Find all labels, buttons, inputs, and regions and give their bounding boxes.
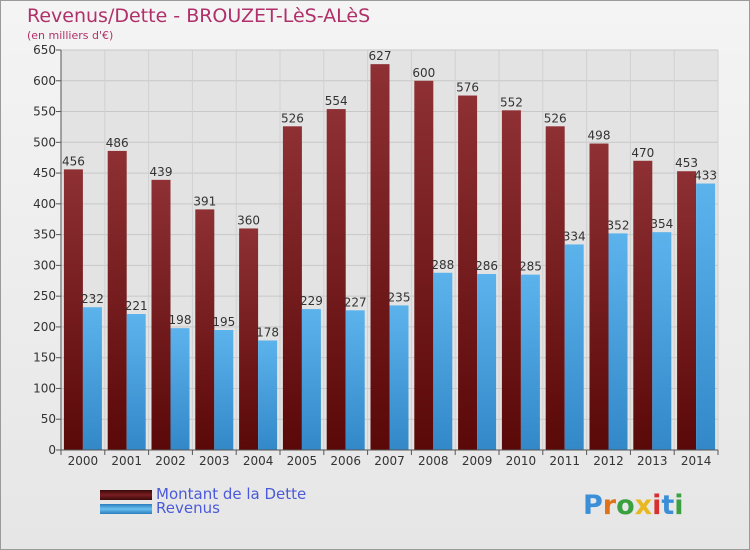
y-tick-label: 150 — [33, 351, 56, 365]
bar-dette — [633, 160, 653, 450]
legend-swatch-dette — [100, 490, 152, 500]
x-tick-label: 2008 — [418, 454, 449, 468]
data-label-revenus: 195 — [212, 315, 235, 329]
data-label-dette: 627 — [369, 49, 392, 63]
bar-revenus — [477, 274, 497, 450]
data-label-revenus: 334 — [563, 229, 586, 243]
bar-dette — [458, 95, 478, 451]
data-label-dette: 486 — [106, 136, 129, 150]
bar-dette — [545, 126, 565, 451]
x-tick-label: 2001 — [111, 454, 142, 468]
chart-subtitle: (en milliers d'€) — [27, 29, 114, 42]
bar-dette — [677, 171, 697, 450]
data-label-revenus: 285 — [519, 260, 542, 274]
bar-revenus — [564, 244, 584, 450]
data-label-dette: 576 — [456, 81, 479, 95]
y-tick-label: 550 — [33, 105, 56, 119]
bar-revenus — [258, 340, 278, 450]
x-tick-label: 2005 — [287, 454, 318, 468]
data-label-revenus: 288 — [431, 258, 454, 272]
x-tick-label: 2004 — [243, 454, 274, 468]
bar-dette — [282, 126, 302, 451]
chart-title: Revenus/Dette - BROUZET-LèS-ALèS — [27, 5, 371, 27]
x-tick-label: 2010 — [506, 454, 537, 468]
data-label-dette: 552 — [500, 95, 523, 109]
y-tick-label: 200 — [33, 320, 56, 334]
data-label-revenus: 354 — [650, 217, 673, 231]
data-label-dette: 526 — [544, 111, 567, 125]
data-label-revenus: 286 — [475, 259, 498, 273]
bar-revenus — [82, 307, 102, 450]
bar-dette — [326, 109, 346, 451]
y-tick-label: 600 — [33, 74, 56, 88]
bar-dette — [370, 64, 390, 451]
bar-dette — [151, 179, 171, 450]
data-label-dette: 498 — [588, 129, 611, 143]
legend-label-revenus: Revenus — [156, 499, 220, 517]
y-tick-label: 650 — [33, 43, 56, 57]
x-tick-label: 2007 — [374, 454, 405, 468]
bar-revenus — [170, 328, 190, 450]
data-label-dette: 526 — [281, 111, 304, 125]
data-label-revenus: 232 — [81, 292, 104, 306]
data-label-dette: 554 — [325, 94, 348, 108]
x-tick-label: 2002 — [155, 454, 186, 468]
data-label-dette: 453 — [675, 156, 698, 170]
bar-revenus — [433, 272, 453, 450]
y-tick-label: 0 — [48, 443, 56, 457]
proxiti-logo: Proxiti — [583, 490, 684, 521]
data-label-revenus: 433 — [694, 169, 717, 183]
data-label-dette: 360 — [237, 213, 260, 227]
y-tick-label: 300 — [33, 258, 56, 272]
data-label-revenus: 235 — [388, 290, 411, 304]
data-label-revenus: 178 — [256, 325, 279, 339]
bar-revenus — [608, 233, 628, 450]
y-tick-label: 450 — [33, 166, 56, 180]
data-label-dette: 600 — [412, 66, 435, 80]
bar-revenus — [520, 274, 540, 450]
data-label-dette: 391 — [193, 194, 216, 208]
y-tick-label: 100 — [33, 381, 56, 395]
x-tick-label: 2003 — [199, 454, 230, 468]
y-tick-label: 400 — [33, 197, 56, 211]
bar-dette — [239, 228, 259, 450]
data-label-revenus: 221 — [125, 299, 148, 313]
bar-revenus — [652, 232, 672, 450]
bar-dette — [589, 143, 609, 451]
bar-revenus — [214, 330, 234, 450]
legend-label-dette: Montant de la Dette — [156, 485, 307, 503]
bar-dette — [414, 80, 434, 451]
bar-dette — [501, 110, 521, 451]
y-tick-label: 50 — [41, 412, 56, 426]
bar-revenus — [696, 183, 716, 451]
x-tick-label: 2000 — [68, 454, 99, 468]
bar-revenus — [345, 310, 365, 450]
x-tick-label: 2014 — [681, 454, 712, 468]
bar-dette — [63, 169, 83, 450]
x-tick-label: 2013 — [637, 454, 668, 468]
x-tick-label: 2011 — [549, 454, 580, 468]
data-label-dette: 470 — [631, 146, 654, 160]
x-tick-label: 2012 — [593, 454, 624, 468]
legend-swatch-revenus — [100, 504, 152, 514]
bar-revenus — [126, 314, 146, 450]
bar-revenus — [389, 305, 409, 450]
data-label-revenus: 198 — [169, 313, 192, 327]
x-tick-label: 2009 — [462, 454, 493, 468]
y-tick-label: 500 — [33, 135, 56, 149]
data-label-dette: 456 — [62, 154, 85, 168]
data-label-dette: 439 — [150, 165, 173, 179]
y-tick-label: 250 — [33, 289, 56, 303]
data-label-revenus: 227 — [344, 295, 367, 309]
y-tick-label: 350 — [33, 228, 56, 242]
data-label-revenus: 229 — [300, 294, 323, 308]
data-label-revenus: 352 — [607, 218, 630, 232]
bar-dette — [195, 209, 215, 450]
bar-dette — [107, 150, 127, 450]
x-tick-label: 2006 — [330, 454, 361, 468]
bar-revenus — [301, 309, 321, 450]
